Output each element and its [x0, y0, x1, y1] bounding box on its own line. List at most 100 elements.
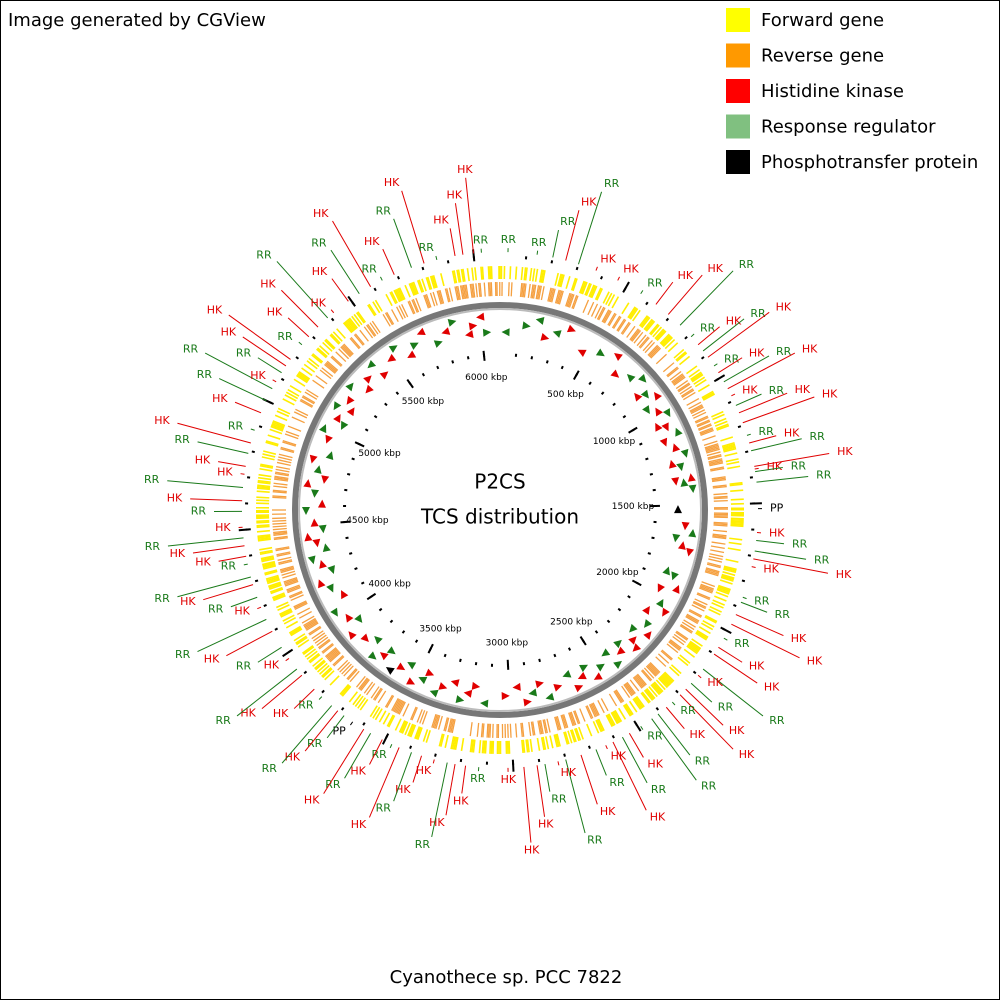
gene-texture: [645, 320, 656, 332]
gene-texture: [729, 481, 743, 485]
feature-marker: [593, 672, 603, 680]
gene-texture: [416, 709, 423, 723]
gene-texture: [707, 562, 722, 567]
gene-texture: [265, 441, 279, 447]
gene-texture: [257, 535, 271, 539]
feature-label: HK: [784, 427, 800, 440]
gene-texture: [653, 681, 664, 693]
minor-tick: [642, 567, 646, 571]
gene-texture: [271, 422, 285, 430]
gene-texture: [721, 575, 735, 581]
feature-label: RR: [419, 241, 435, 254]
gene-texture: [437, 715, 443, 730]
gene-texture: [384, 694, 394, 708]
feature-label: RR: [587, 834, 603, 847]
gene-texture: [353, 334, 364, 346]
leader-line: [742, 396, 815, 424]
gene-texture: [629, 308, 639, 320]
feature-label: HK: [707, 676, 723, 689]
gene-texture: [681, 621, 695, 631]
gene-texture: [683, 391, 696, 401]
gene-texture: [561, 714, 568, 729]
gene-texture: [597, 718, 605, 732]
feature-label: HK: [260, 278, 276, 291]
leader-line: [454, 203, 464, 255]
gene-texture: [657, 653, 670, 664]
leader-line: [697, 326, 720, 346]
gene-texture: [335, 351, 347, 363]
leader-line: [702, 318, 745, 352]
gene-texture: [287, 586, 301, 594]
gene-texture: [270, 425, 284, 432]
scale-label: 5000 kbp: [358, 449, 401, 459]
gene-texture: [386, 695, 395, 709]
leader-line: [751, 566, 756, 569]
leader-line: [330, 249, 360, 295]
gene-texture: [662, 673, 673, 684]
gene-texture: [723, 447, 737, 453]
gene-texture: [521, 739, 524, 753]
gene-texture: [536, 285, 541, 300]
feature-label: RR: [792, 538, 808, 551]
feature-label: RR: [701, 780, 717, 793]
gene-texture: [586, 705, 594, 719]
leader-line: [742, 596, 747, 600]
center-subtitle: TCS distribution: [420, 505, 579, 529]
gene-texture: [369, 705, 378, 718]
feature-label: RR: [791, 459, 807, 472]
gene-texture: [602, 310, 611, 323]
leader-line: [368, 747, 400, 818]
gene-texture: [457, 269, 462, 283]
gene-texture: [284, 394, 297, 402]
gene-texture: [585, 705, 593, 720]
gene-texture: [341, 663, 352, 675]
gene-texture: [371, 320, 381, 334]
feature-label: HK: [749, 346, 765, 359]
feature-label: HK: [689, 728, 705, 741]
feature-label: RR: [724, 352, 740, 365]
gene-texture: [324, 363, 336, 374]
gene-texture: [540, 269, 545, 283]
gene-texture: [257, 479, 271, 484]
gene-texture: [712, 534, 727, 538]
gene-texture: [277, 407, 291, 415]
leader-line: [228, 314, 291, 360]
gene-texture: [532, 284, 537, 299]
gene-texture: [525, 739, 529, 753]
gene-texture: [621, 302, 630, 315]
gene-texture: [677, 382, 690, 392]
gene-texture: [266, 576, 280, 582]
feature-label: RR: [183, 342, 199, 355]
gene-texture: [469, 283, 473, 298]
gene-texture: [596, 719, 604, 732]
feature-marker: [307, 555, 316, 565]
gene-texture: [316, 636, 329, 647]
gene-texture: [716, 424, 730, 431]
feature-label: RR: [604, 177, 620, 190]
gene-texture: [590, 703, 598, 717]
gene-texture: [638, 336, 649, 348]
gene-texture: [701, 581, 716, 588]
minor-tick: [622, 414, 627, 419]
gene-texture: [447, 718, 452, 733]
gene-texture: [712, 533, 727, 537]
gene-texture: [285, 391, 299, 400]
gene-texture: [713, 499, 728, 502]
gene-texture: [284, 433, 299, 440]
gene-texture: [693, 600, 707, 608]
gene-texture: [272, 522, 287, 525]
gene-texture: [325, 361, 338, 372]
gene-texture: [725, 558, 739, 563]
gene-texture: [712, 485, 727, 489]
gene-texture: [357, 311, 367, 323]
leader-line: [735, 614, 784, 637]
gene-texture: [389, 291, 397, 305]
feature-label: HK: [429, 816, 445, 829]
gene-texture: [404, 722, 411, 736]
gene-texture: [617, 319, 627, 332]
minor-tick: [295, 356, 300, 360]
gene-texture: [258, 473, 272, 478]
gene-texture: [717, 587, 730, 594]
scale-label: 2000 kbp: [596, 568, 639, 578]
feature-marker: [325, 451, 334, 461]
